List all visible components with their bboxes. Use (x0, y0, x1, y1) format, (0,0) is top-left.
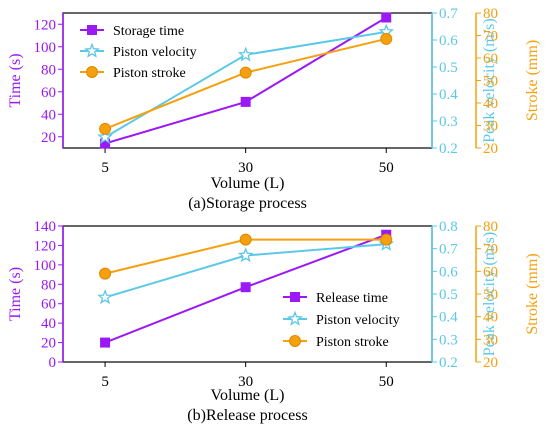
legend-item: Piston velocity (80, 42, 197, 60)
stroke-tick-label: 40 (483, 310, 498, 326)
velocity-tick-label: 0.7 (439, 242, 458, 258)
data-point-velocity (237, 247, 254, 263)
data-point-velocity (97, 289, 113, 305)
x-tick-label: 50 (379, 160, 394, 176)
legend-marker (287, 310, 303, 326)
time-tick-label: 20 (41, 130, 56, 146)
time-tick-label: 80 (41, 277, 56, 293)
legend-marker (289, 335, 301, 347)
x-tick-label: 5 (101, 374, 109, 390)
velocity-tick-label: 0.7 (439, 6, 458, 22)
time-axis-label: Time (s) (7, 53, 24, 107)
stroke-tick-label: 40 (483, 96, 498, 112)
stroke-tick-label: 80 (483, 219, 498, 235)
panel-caption: (b)Release process (187, 407, 307, 424)
stroke-tick-label: 80 (483, 6, 498, 22)
data-point-time (240, 282, 251, 293)
legend-marker (87, 25, 97, 35)
velocity-tick-label: 0.6 (439, 264, 458, 280)
x-tick-label: 30 (238, 160, 253, 176)
stroke-tick-label: 70 (483, 29, 498, 45)
stroke-tick-label: 20 (483, 355, 498, 371)
stroke-axis-label: Stroke (mm) (524, 253, 541, 334)
stroke-tick-label: 50 (483, 287, 498, 303)
legend-marker (290, 292, 300, 302)
velocity-tick-label: 0.3 (439, 114, 458, 130)
legend-marker (86, 66, 98, 78)
time-tick-label: 80 (41, 62, 56, 78)
stroke-axis-label: Stroke (mm) (524, 40, 541, 121)
x-tick-label: 50 (379, 374, 394, 390)
legend-label: Piston stroke (316, 335, 389, 350)
legend-item: Release time (283, 291, 388, 306)
data-point-time (100, 337, 111, 348)
data-point-velocity (97, 128, 113, 144)
legend-item: Piston velocity (283, 310, 400, 328)
time-tick-label: 140 (34, 219, 57, 235)
stroke-tick-label: 50 (483, 74, 498, 90)
data-point-stroke (380, 233, 393, 246)
time-tick-label: 60 (41, 297, 56, 313)
velocity-tick-label: 0.2 (439, 141, 458, 157)
panel-caption: (a)Storage process (188, 195, 307, 212)
data-point-stroke (99, 122, 112, 135)
chart-panel-2: 5 30 50 Volume (L) (b)Release process 0 20 40 60… (7, 219, 541, 424)
time-tick-label: 0 (49, 355, 57, 371)
stroke-tick-label: 30 (483, 119, 498, 135)
time-axis-label: Time (s) (7, 267, 24, 321)
velocity-tick-label: 0.2 (439, 355, 458, 371)
velocity-tick-label: 0.5 (439, 60, 458, 76)
velocity-tick-label: 0.3 (439, 332, 458, 348)
velocity-tick-label: 0.5 (439, 287, 458, 303)
time-tick-label: 100 (34, 258, 57, 274)
legend-item: Storage time (80, 24, 184, 39)
x-axis-label: Volume (L) (211, 387, 285, 404)
data-point-stroke (380, 32, 393, 45)
legend-item: Piston stroke (80, 66, 186, 81)
data-point-stroke (239, 233, 252, 246)
data-point-time (100, 138, 111, 149)
data-point-time (381, 12, 392, 23)
legend-label: Piston stroke (113, 66, 186, 81)
stroke-tick-label: 70 (483, 242, 498, 258)
velocity-tick-label: 0.6 (439, 33, 458, 49)
velocity-tick-label: 0.4 (439, 87, 458, 103)
legend-label: Storage time (113, 24, 184, 39)
data-point-time (240, 96, 251, 107)
time-tick-label: 40 (41, 316, 56, 332)
stroke-tick-label: 30 (483, 332, 498, 348)
data-point-stroke (99, 267, 112, 280)
chart-panel-1: 5 30 50 Volume (L) (a)Storage process 20 40 60 8… (7, 6, 541, 212)
time-tick-label: 40 (41, 107, 56, 123)
stroke-tick-label: 60 (483, 264, 498, 280)
legend-label: Piston velocity (113, 45, 197, 60)
velocity-axis-label: Peak velocity (m/s) (481, 18, 498, 142)
stroke-tick-label: 60 (483, 51, 498, 67)
x-axis-label: Volume (L) (211, 175, 285, 192)
x-tick-label: 5 (101, 160, 109, 176)
legend-label: Piston velocity (316, 313, 400, 328)
legend-marker (84, 42, 100, 58)
time-tick-label: 60 (41, 85, 56, 101)
time-tick-label: 20 (41, 336, 56, 352)
legend-label: Release time (316, 291, 388, 306)
velocity-axis-label: Peak velocity (m/s) (481, 232, 498, 356)
data-point-velocity (237, 46, 254, 62)
velocity-tick-label: 0.4 (439, 310, 458, 326)
x-tick-label: 30 (238, 374, 253, 390)
velocity-tick-label: 0.8 (439, 219, 458, 235)
time-tick-label: 120 (34, 17, 57, 33)
time-tick-label: 120 (34, 238, 57, 254)
legend-item: Piston stroke (283, 335, 389, 350)
data-point-stroke (239, 66, 252, 79)
time-tick-label: 100 (34, 40, 57, 56)
stroke-tick-label: 20 (483, 141, 498, 157)
